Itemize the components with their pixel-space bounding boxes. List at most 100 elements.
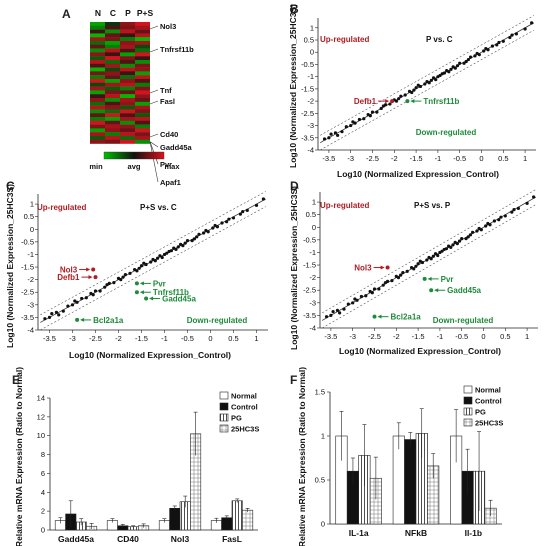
gene-arrow-head (86, 267, 91, 272)
heatmap-cell (90, 33, 105, 38)
data-point (403, 93, 407, 97)
heatmap-cell (105, 56, 120, 61)
data-point (160, 255, 164, 260)
data-point (327, 136, 331, 140)
heatmap-cell (120, 136, 135, 140)
data-point (466, 235, 470, 239)
threshold-line (320, 29, 534, 151)
gene-arrow-head (149, 296, 154, 301)
heatmap-cell (135, 22, 150, 26)
y-tick-label: 1 (30, 200, 34, 209)
panel-b-up-label: Up-regulated (320, 35, 369, 44)
legend-swatch (463, 385, 473, 394)
category-label: CD40 (117, 534, 139, 544)
heatmap-col-ps: P+S (137, 8, 154, 18)
data-point (379, 106, 383, 111)
heatmap-cell (120, 98, 135, 102)
panel-label-d: D (290, 179, 299, 193)
data-point (434, 78, 438, 82)
heatmap-cell (135, 132, 150, 137)
down-regulated-point (134, 290, 139, 295)
heatmap-cell (135, 105, 150, 110)
y-tick-label: -2 (307, 97, 314, 106)
down-gene-label: Bcl2a1a (391, 313, 422, 322)
y-tick-label: -3.5 (301, 133, 314, 142)
heatmap-cell (120, 82, 135, 87)
heatmap-cell (90, 29, 105, 34)
heatmap-cell (105, 52, 120, 57)
heatmap-cell (90, 109, 105, 114)
data-point (167, 249, 171, 254)
panel-d-title: P+S vs. P (414, 201, 451, 210)
data-point (490, 44, 494, 48)
data-point (245, 208, 249, 212)
heatmap-cell (90, 98, 105, 102)
data-point (340, 130, 344, 134)
data-point (532, 195, 536, 199)
heatmap-cell (135, 52, 150, 57)
data-point (460, 236, 464, 241)
legend-label: Control (231, 403, 258, 412)
heatmap-gene-leader (149, 48, 159, 53)
data-point (440, 249, 444, 253)
x-tick-label: 0.5 (228, 334, 238, 343)
data-point (416, 83, 420, 87)
x-tick-label: -3.5 (322, 154, 335, 163)
y-tick-label: 1 (321, 432, 325, 441)
heatmap-legend-bar (103, 151, 165, 160)
data-point (181, 244, 185, 248)
heatmap-cell (120, 139, 135, 144)
x-tick-label: -0.5 (453, 154, 466, 163)
category-label: FasL (222, 534, 242, 544)
panel-e-ylabel: Relative mRNA Expression (Ratio to Norma… (14, 367, 24, 546)
heatmap-cell (120, 79, 135, 83)
data-point (381, 283, 385, 287)
heatmap-cell (105, 71, 120, 76)
data-point (399, 273, 403, 277)
y-tick-label: -4 (309, 324, 316, 333)
heatmap-cell (105, 94, 120, 99)
data-point (492, 219, 496, 223)
data-point (149, 260, 153, 264)
heatmap-cell (90, 60, 105, 64)
data-point (57, 313, 61, 317)
data-point (377, 287, 381, 291)
data-point (423, 82, 427, 86)
heatmap-cell (135, 41, 150, 45)
heatmap-cell (135, 48, 150, 53)
data-point (510, 33, 514, 37)
heatmap-cell (135, 109, 150, 114)
data-point (342, 307, 346, 311)
data-point (220, 221, 224, 225)
data-point (213, 223, 217, 228)
heatmap-cells (90, 22, 150, 144)
panel-b-points (322, 21, 534, 141)
x-tick-label: 0 (481, 332, 485, 341)
heatmap-cell (135, 101, 150, 106)
down-gene-label: Bcl2a1a (93, 316, 124, 325)
data-point (497, 218, 501, 222)
heatmap-cell (105, 109, 120, 114)
y-tick-label: -4 (27, 326, 34, 335)
data-point (156, 256, 160, 260)
heatmap-cell (135, 75, 150, 80)
y-tick-label: 10 (37, 431, 45, 440)
data-point (344, 125, 348, 129)
heatmap-cell (120, 109, 135, 114)
heatmap-cell (105, 44, 120, 49)
category-label: Il-1b (465, 528, 482, 538)
data-point (397, 97, 401, 101)
up-gene-label: Defb1 (57, 273, 80, 282)
data-point (254, 203, 259, 207)
panel-c-up-label: Up-regulated (37, 203, 86, 212)
panel-e-bars: 0 2 4 6 8 10 12 14 Gadd45a CD40 Nol3 FasL Normal Cont… (37, 392, 260, 545)
heatmap-cell (120, 60, 135, 64)
heatmap-cell (135, 136, 150, 140)
y-tick-label: 0 (310, 48, 314, 57)
up-regulated-point (93, 275, 98, 280)
heatmap-cell (120, 67, 135, 72)
heatmap-cell (90, 41, 105, 45)
data-point (469, 55, 473, 59)
panel-f-ylabel: Relative mRNA Expression (Ratio to Norma… (297, 367, 307, 546)
